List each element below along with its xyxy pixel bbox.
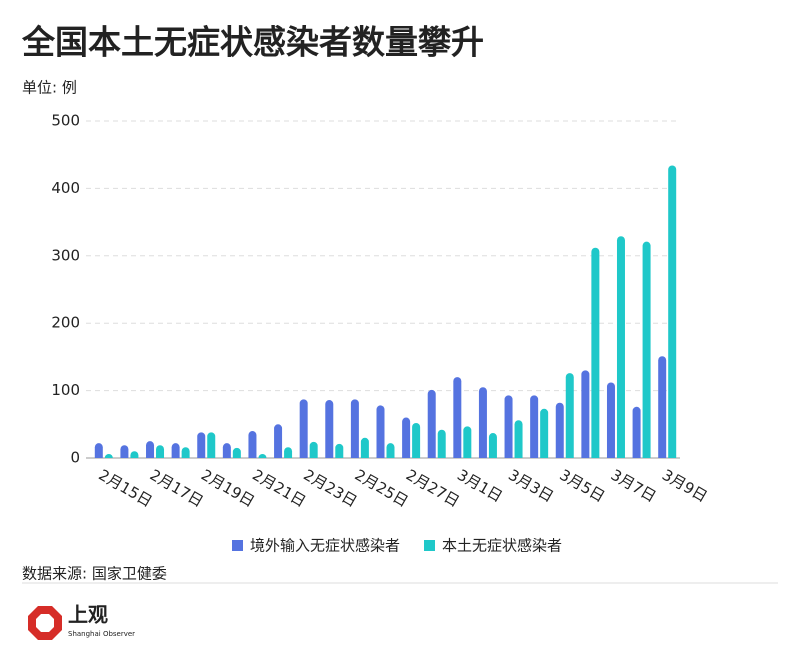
bar bbox=[94, 443, 103, 458]
unit-label: 单位: 例 bbox=[22, 79, 77, 97]
x-tick-label: 2月15日 bbox=[96, 466, 156, 511]
y-tick-label: 500 bbox=[51, 112, 80, 130]
bar bbox=[325, 400, 334, 458]
legend-swatch bbox=[424, 540, 435, 551]
bar bbox=[606, 382, 615, 458]
bar bbox=[156, 445, 165, 458]
bar bbox=[632, 406, 641, 458]
bar bbox=[120, 445, 129, 458]
x-tick-label: 2月21日 bbox=[249, 466, 309, 511]
bar bbox=[376, 405, 385, 458]
x-tick-label: 3月9日 bbox=[659, 466, 711, 506]
bar bbox=[402, 417, 411, 458]
bar bbox=[514, 420, 523, 458]
bar bbox=[309, 441, 318, 458]
bar bbox=[565, 373, 574, 458]
logo-icon-inner bbox=[36, 614, 54, 632]
x-tick-label: 2月27日 bbox=[403, 466, 463, 511]
logo: 上观 Shanghai Observer bbox=[28, 603, 135, 640]
bar bbox=[299, 399, 308, 458]
bar bbox=[146, 441, 155, 458]
bar bbox=[284, 447, 293, 458]
legend-swatch bbox=[232, 540, 243, 551]
y-tick-label: 0 bbox=[70, 449, 80, 467]
bar bbox=[232, 447, 241, 458]
bar bbox=[530, 395, 539, 458]
bar bbox=[453, 377, 462, 458]
bar bbox=[130, 451, 139, 458]
bar bbox=[427, 389, 436, 458]
x-tick-label: 3月3日 bbox=[505, 466, 557, 506]
legend-label: 境外输入无症状感染者 bbox=[250, 537, 400, 555]
bar bbox=[104, 454, 113, 458]
bar bbox=[555, 402, 564, 458]
y-tick-label: 100 bbox=[51, 381, 80, 399]
logo-name: 上观 bbox=[68, 603, 108, 627]
y-tick-label: 300 bbox=[51, 246, 80, 264]
bar bbox=[248, 431, 257, 458]
bar bbox=[197, 432, 206, 458]
bar bbox=[171, 443, 180, 458]
x-tick-label: 3月7日 bbox=[608, 466, 660, 506]
bar bbox=[335, 443, 344, 458]
bar bbox=[360, 437, 369, 458]
bar bbox=[258, 453, 267, 458]
bar bbox=[658, 356, 667, 458]
bar bbox=[478, 387, 487, 458]
bar bbox=[488, 433, 497, 458]
bar bbox=[350, 399, 359, 458]
bar bbox=[540, 408, 549, 458]
bar bbox=[181, 447, 190, 458]
x-tick-label: 2月23日 bbox=[300, 466, 360, 511]
legend-label: 本土无症状感染者 bbox=[442, 537, 562, 555]
x-tick-label: 2月25日 bbox=[352, 466, 412, 511]
bar bbox=[642, 241, 651, 458]
bar bbox=[412, 422, 421, 458]
bar bbox=[222, 443, 231, 458]
bar bbox=[437, 429, 446, 458]
source-note: 数据来源: 国家卫健委 bbox=[22, 565, 167, 583]
bar bbox=[591, 247, 600, 458]
bar bbox=[668, 165, 677, 458]
bar bbox=[386, 443, 395, 458]
logo-subtitle: Shanghai Observer bbox=[68, 630, 135, 638]
bar bbox=[274, 424, 283, 458]
bar bbox=[616, 236, 625, 458]
bar bbox=[207, 432, 216, 458]
x-tick-label: 3月1日 bbox=[454, 466, 506, 506]
x-tick-label: 2月19日 bbox=[198, 466, 258, 511]
y-tick-label: 200 bbox=[51, 314, 80, 332]
chart-title: 全国本土无症状感染者数量攀升 bbox=[21, 23, 484, 62]
bar bbox=[581, 370, 590, 458]
x-tick-label: 2月17日 bbox=[147, 466, 207, 511]
bar bbox=[504, 395, 513, 458]
y-tick-label: 400 bbox=[51, 179, 80, 197]
bar bbox=[463, 426, 472, 458]
x-tick-label: 3月5日 bbox=[557, 466, 609, 506]
